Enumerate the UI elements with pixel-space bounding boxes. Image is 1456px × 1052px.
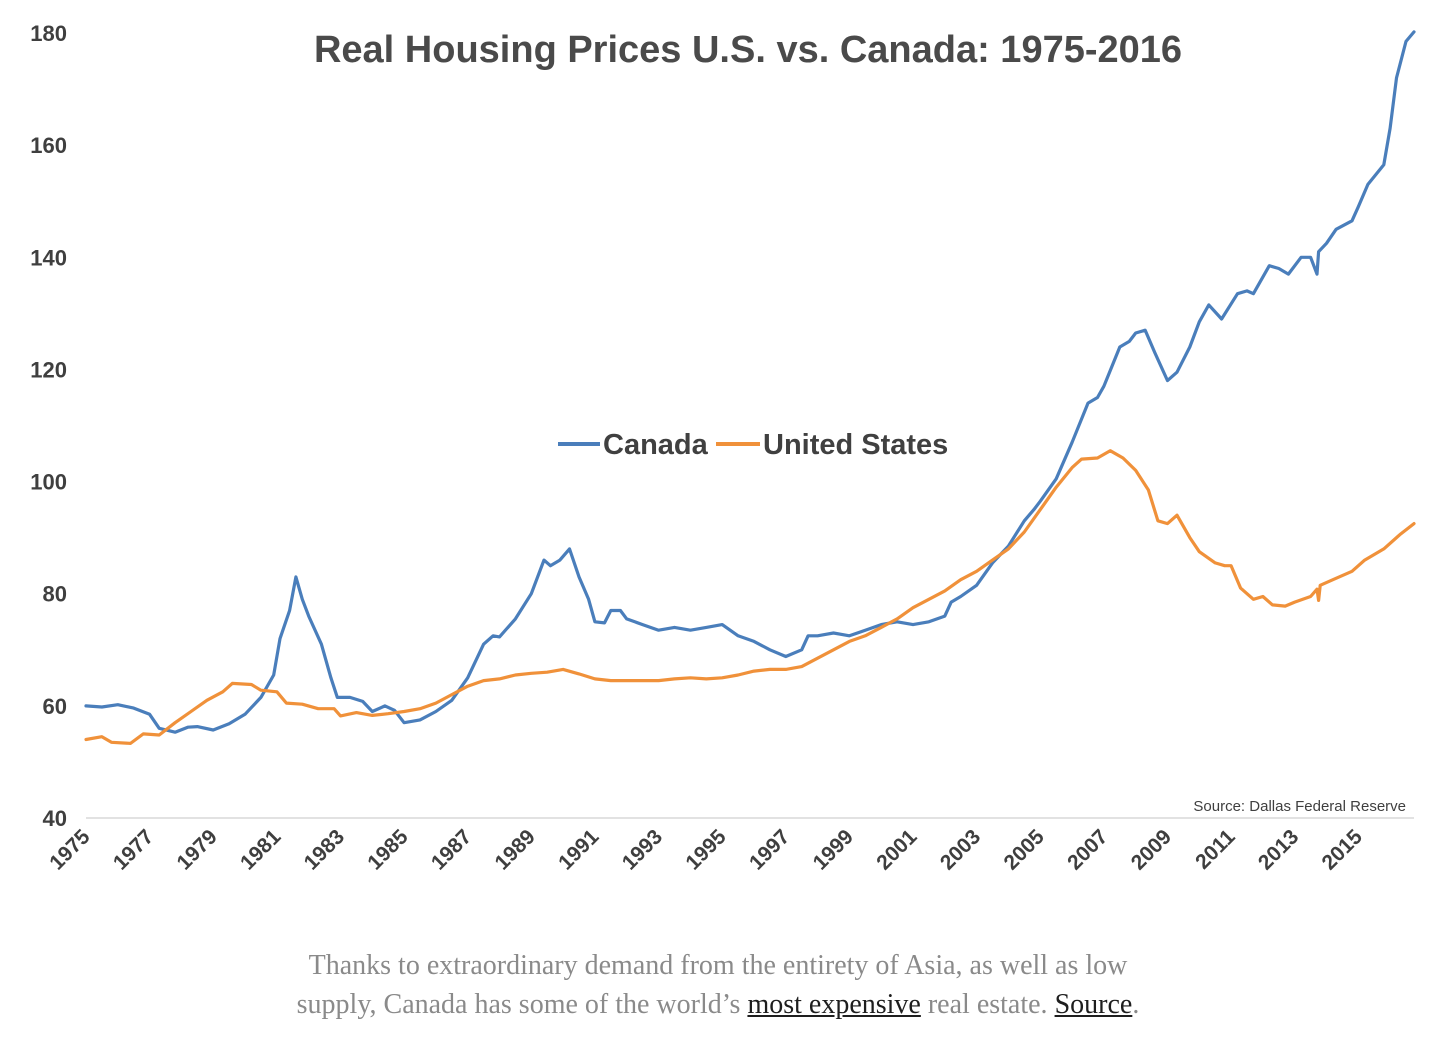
legend: Canada United States xyxy=(558,429,948,461)
x-tick-label: 1987 xyxy=(427,825,476,874)
most-expensive-link[interactable]: most expensive xyxy=(747,989,921,1020)
x-tick-label: 1981 xyxy=(236,825,286,875)
y-tick-label: 180 xyxy=(30,21,67,46)
x-tick-label: 1985 xyxy=(363,825,413,875)
x-tick-label: 2009 xyxy=(1127,825,1176,874)
y-tick-label: 60 xyxy=(43,694,67,719)
caption-line-2: supply, Canada has some of the world’s m… xyxy=(180,985,1256,1024)
caption-line-1: Thanks to extraordinary demand from the … xyxy=(308,950,1128,981)
series-layer xyxy=(84,30,1416,745)
x-tick-label: 1975 xyxy=(45,825,95,875)
x-tick-label: 2003 xyxy=(936,825,985,874)
chart-title: Real Housing Prices U.S. vs. Canada: 197… xyxy=(314,29,1182,71)
x-tick-label: 1995 xyxy=(681,825,731,875)
caption-text-b: real estate. xyxy=(920,989,1055,1020)
x-tick-label: 1993 xyxy=(618,825,667,874)
y-tick-label: 120 xyxy=(30,357,67,382)
y-tick-label: 100 xyxy=(30,470,67,495)
figure-caption: Thanks to extraordinary demand from the … xyxy=(180,946,1256,1024)
y-tick-label: 80 xyxy=(43,582,67,607)
source-note: Source: Dallas Federal Reserve xyxy=(1193,798,1406,815)
x-tick-label: 2005 xyxy=(999,825,1049,875)
x-tick-label: 2015 xyxy=(1318,825,1368,875)
x-tick-label: 1977 xyxy=(109,825,158,874)
x-tick-label: 2001 xyxy=(872,825,922,875)
legend-label-canada: Canada xyxy=(603,429,709,461)
caption-text-a: supply, Canada has some of the world’s xyxy=(296,989,748,1020)
x-tick-label: 1983 xyxy=(300,825,349,874)
series-line-canada xyxy=(84,30,1416,734)
x-tick-label: 1989 xyxy=(491,825,540,874)
x-tick-label: 2007 xyxy=(1063,825,1112,874)
x-tick-label: 1999 xyxy=(809,825,858,874)
series-line-united-states xyxy=(84,449,1416,745)
caption-text-c: . xyxy=(1132,989,1140,1020)
y-axis: 40 60 80 100 120 140 160 180 xyxy=(30,21,67,831)
x-tick-label: 1997 xyxy=(745,825,794,874)
x-tick-label: 2013 xyxy=(1254,825,1303,874)
y-tick-label: 140 xyxy=(30,245,67,270)
x-tick-label: 1991 xyxy=(554,825,604,875)
y-tick-label: 40 xyxy=(43,806,67,831)
legend-label-united-states: United States xyxy=(763,429,948,461)
line-chart: Real Housing Prices U.S. vs. Canada: 197… xyxy=(30,21,1416,875)
y-tick-label: 160 xyxy=(30,133,67,158)
x-axis: 1975 1977 1979 1981 1983 1985 1987 1989 1991 1993… xyxy=(45,825,1367,875)
source-link[interactable]: Source xyxy=(1054,989,1133,1020)
x-tick-label: 2011 xyxy=(1191,825,1240,874)
x-tick-label: 1979 xyxy=(172,825,221,874)
